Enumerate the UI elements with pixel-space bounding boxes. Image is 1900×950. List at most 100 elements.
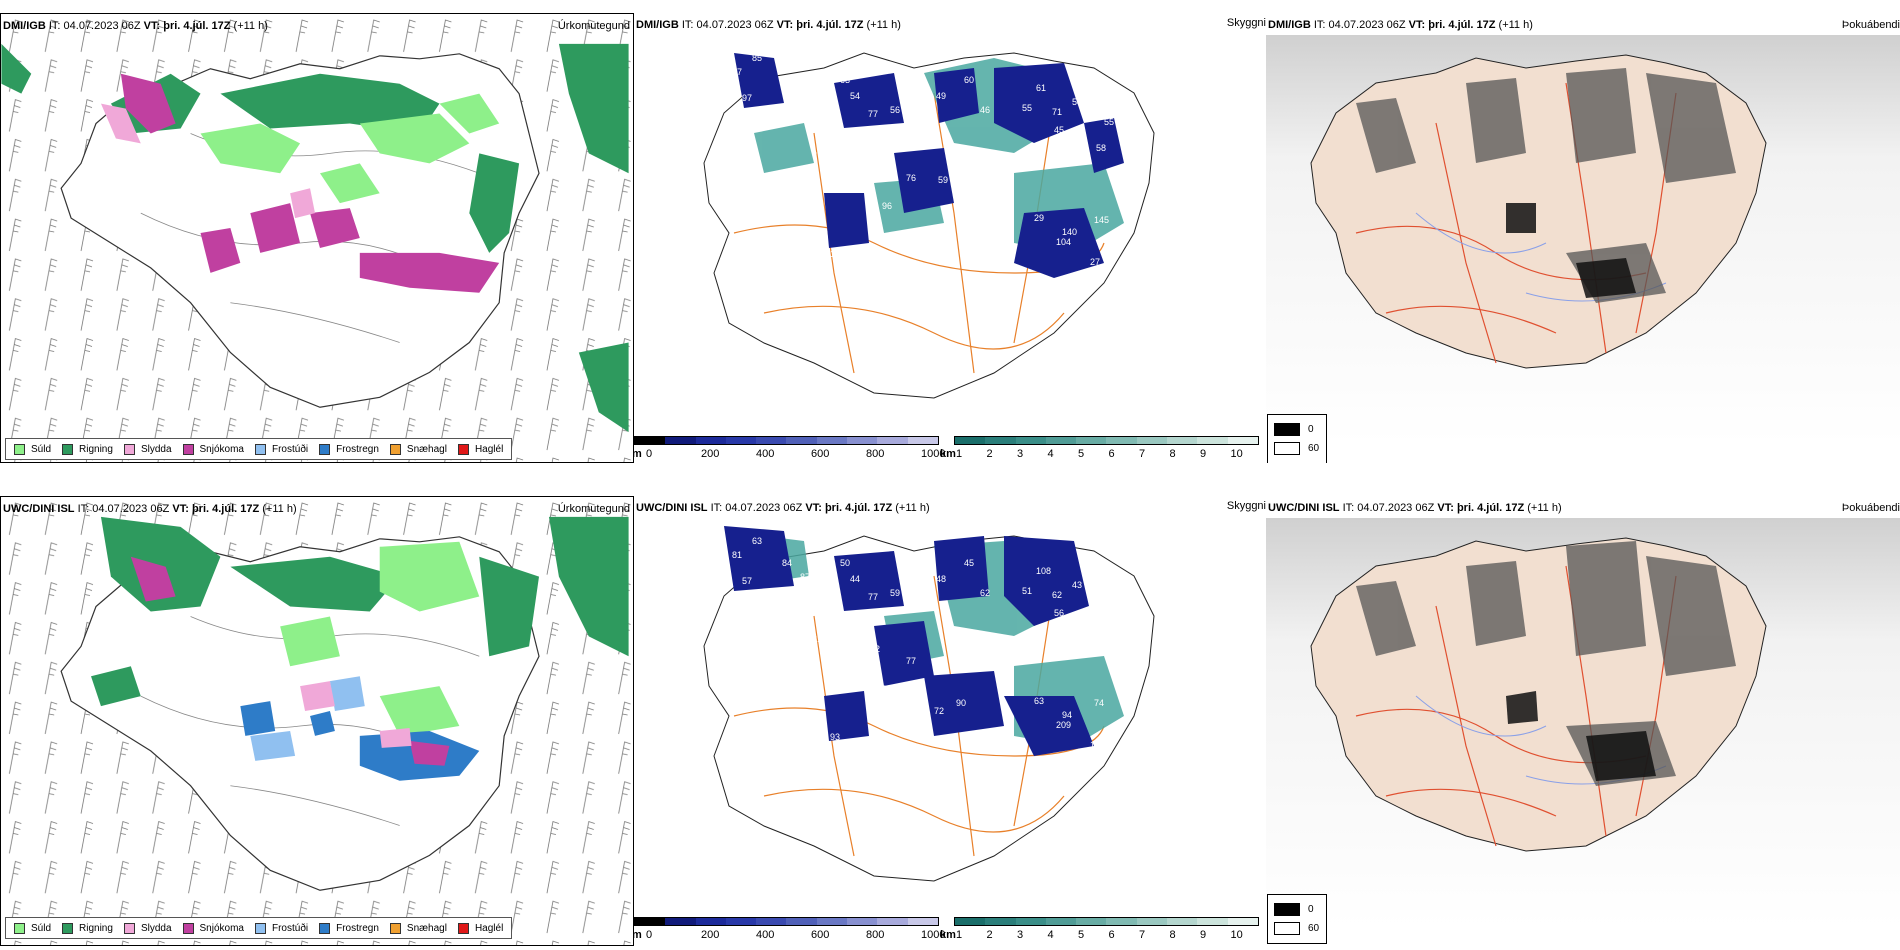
- colorbar-tick-label: 10: [1230, 929, 1243, 941]
- visibility-panel-row2: 63 81 84 57 87 100 50 44 77 59 52 48 45 62 108 51 62 43 56…: [634, 496, 1266, 946]
- visibility-colorbars: m 0 200 400 600 800 1000 km 1 2 3 4 5 6 7 8 9 10: [634, 436, 1266, 463]
- precip-type-panel-row1: DMI/IGB IT: 04.07.2023 06Z VT: þri. 4.jú…: [0, 13, 634, 463]
- visibility-value-label: 53: [1000, 678, 1010, 688]
- legend-item-rigning: Rigning: [62, 922, 113, 934]
- colorbar-segment: [847, 437, 878, 444]
- visibility-value-label: 104: [1056, 237, 1071, 247]
- visibility-colorbar-km: [954, 917, 1259, 926]
- colorbar-segment: [1045, 437, 1077, 444]
- visibility-value-label: 87: [800, 572, 810, 582]
- fog-panel-title: Þokuábendi: [1841, 502, 1900, 514]
- colorbar-tick-label: 1: [956, 448, 963, 460]
- colorbar-segment: [1167, 437, 1198, 444]
- visibility-value-label: 93: [830, 732, 840, 742]
- colorbar-tick-label: 9: [1200, 929, 1207, 941]
- visibility-value-label: 54: [1072, 97, 1082, 107]
- visibility-value-label: 50: [912, 93, 922, 103]
- visibility-value-label: 108: [830, 249, 845, 259]
- colorbar-segment: [786, 918, 817, 925]
- legend-item-suld: Súld: [14, 443, 51, 455]
- visibility-value-label: 55: [1104, 117, 1114, 127]
- fog-indicator-panel-row2: UWC/DINI ISL IT: 04.07.2023 06Z VT: þri.…: [1266, 496, 1900, 946]
- colorbar-tick-label: 0: [646, 929, 653, 941]
- colorbar-tick-label: 200: [701, 448, 720, 460]
- colorbar-tick-label: 200: [701, 929, 720, 941]
- legend-item-snjokoma: Snjókoma: [182, 443, 244, 455]
- colorbar-tick-label: 400: [756, 448, 775, 460]
- colorbar-tick-label: 7: [1139, 448, 1146, 460]
- precip-type-map-row2: [1, 497, 633, 945]
- colorbar-segment: [725, 918, 757, 925]
- colorbar-unit-km: km: [940, 929, 956, 941]
- visibility-value-label: 63: [982, 171, 992, 181]
- visibility-value-label: 58: [1096, 143, 1106, 153]
- visibility-value-label: 52: [870, 644, 880, 654]
- colorbar-segment: [665, 918, 696, 925]
- colorbar-segment: [907, 437, 938, 444]
- colorbar-tick-label: 800: [866, 929, 885, 941]
- colorbar-segment: [1136, 918, 1168, 925]
- colorbar-tick-label: 9: [1200, 448, 1207, 460]
- colorbar-tick-label: 3: [1017, 448, 1024, 460]
- visibility-value-label: 122: [956, 215, 971, 225]
- legend-item-frostudi: Frostúði: [254, 443, 308, 455]
- visibility-value-label: 97: [742, 93, 752, 103]
- colorbar-tick-label: 2: [986, 929, 993, 941]
- visibility-value-label: 63: [840, 75, 850, 85]
- colorbar-segment: [1227, 918, 1258, 925]
- colorbar-segment: [756, 918, 787, 925]
- colorbar-tick-label: 600: [811, 448, 830, 460]
- visibility-value-label: 122: [934, 223, 949, 233]
- visibility-value-label: 77: [906, 656, 916, 666]
- legend-item-haglel: Haglél: [457, 443, 503, 455]
- colorbar-segment: [877, 437, 908, 444]
- legend-item-frostregn: Frostregn: [319, 443, 379, 455]
- colorbar-segment: [847, 918, 878, 925]
- colorbar-tick-label: 2: [986, 448, 993, 460]
- colorbar-segment: [955, 918, 986, 925]
- visibility-value-label: 57: [742, 576, 752, 586]
- visibility-value-label: 92: [870, 161, 880, 171]
- visibility-value-label: 84: [782, 558, 792, 568]
- visibility-value-label: 55: [1022, 103, 1032, 113]
- colorbar-segment: [1076, 918, 1107, 925]
- visibility-value-label: 76: [906, 173, 916, 183]
- colorbar-segment: [695, 918, 726, 925]
- colorbar-segment: [907, 918, 938, 925]
- visibility-value-label: 85: [752, 53, 762, 63]
- visibility-value-label: 77: [812, 151, 822, 161]
- legend-item-suld: Súld: [14, 922, 51, 934]
- visibility-value-label: 94: [1062, 710, 1072, 720]
- colorbar-segment: [635, 437, 666, 444]
- colorbar-segment: [1045, 918, 1077, 925]
- fog-indicator-panel-row1: DMI/IGB IT: 04.07.2023 06Z VT: þri. 4.jú…: [1266, 13, 1900, 463]
- precip-panel-title: Úrkomutegund: [557, 20, 630, 32]
- legend-item-snaehagl: Snæhagl: [389, 443, 447, 455]
- visibility-colorbar-km: [954, 436, 1259, 445]
- colorbar-segment: [695, 437, 726, 444]
- visibility-value-label: 77: [868, 109, 878, 119]
- colorbar-tick-label: 5: [1078, 929, 1085, 941]
- colorbar-segment: [1015, 437, 1046, 444]
- legend-item-frostudi: Frostúði: [254, 922, 308, 934]
- colorbar-tick-label: 7: [1139, 929, 1146, 941]
- visibility-colorbar-m: [634, 436, 939, 445]
- fog-legend: 0 60: [1267, 414, 1327, 463]
- colorbar-segment: [756, 437, 787, 444]
- colorbar-unit-m: m: [634, 448, 642, 460]
- colorbar-tick-label: 600: [811, 929, 830, 941]
- visibility-value-label: 54: [982, 654, 992, 664]
- colorbar-segment: [985, 437, 1016, 444]
- visibility-value-label: 63: [1034, 696, 1044, 706]
- precip-type-panel-row2: UWC/DINI ISL IT: 04.07.2023 06Z VT: þri.…: [0, 496, 634, 946]
- visibility-value-label: 46: [980, 105, 990, 115]
- visibility-value-label: 78: [756, 109, 766, 119]
- visibility-value-label: 64: [1096, 626, 1106, 636]
- legend-item-haglel: Haglél: [457, 922, 503, 934]
- panel-header: UWC/DINI ISL IT: 04.07.2023 06Z VT: þri.…: [3, 503, 297, 515]
- visibility-value-label: 74: [1094, 698, 1104, 708]
- visibility-panel-row1: 85 87 72 97 74 78 63 54 77 56 50 49 60 46 61 55 71 54 45 55…: [634, 13, 1266, 463]
- visibility-value-label: 84: [1000, 195, 1010, 205]
